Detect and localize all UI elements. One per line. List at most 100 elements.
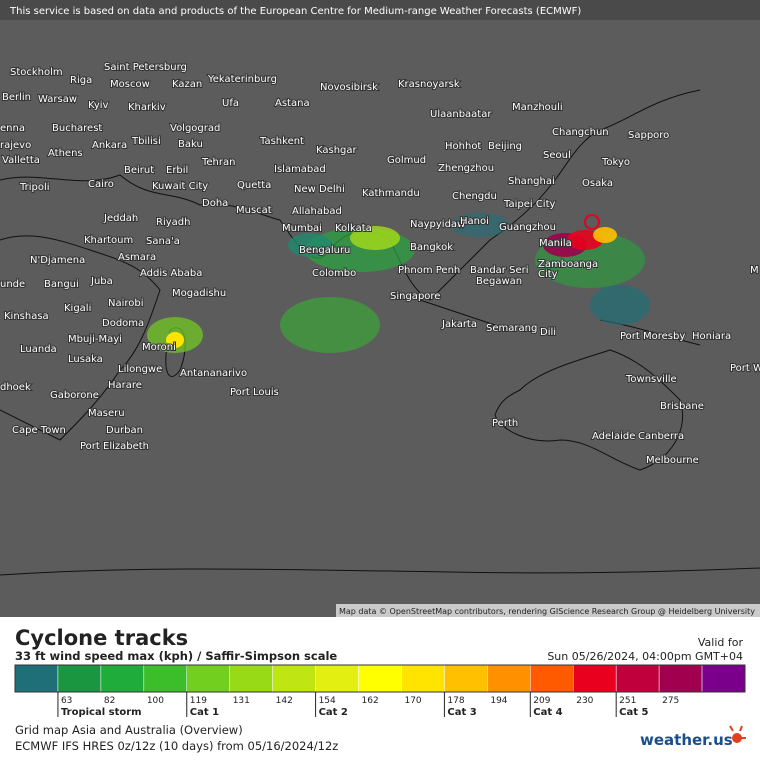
color-cell — [272, 664, 316, 693]
city-label: Kharkiv — [128, 102, 166, 113]
tick-label: 100 — [147, 696, 164, 706]
legend-title: Cyclone tracks — [15, 626, 188, 650]
city-label: Jakarta — [441, 319, 477, 330]
city-label: Allahabad — [292, 206, 342, 217]
city-label: Kashgar — [316, 145, 358, 156]
color-cell — [315, 664, 359, 693]
city-label: Naypyidaw — [410, 219, 465, 230]
city-label: Adelaide — [592, 431, 635, 442]
city-label: Honiara — [692, 331, 731, 342]
city-label: Volgograd — [170, 123, 220, 134]
color-cell — [530, 664, 574, 693]
city-label: Doha — [202, 198, 228, 209]
city-label: Stockholm — [10, 67, 63, 78]
color-cell — [229, 664, 273, 693]
city-label: Bangui — [44, 279, 79, 290]
category-label: Cat 1 — [190, 707, 219, 718]
color-cell — [658, 664, 703, 693]
city-label: Taipei City — [503, 199, 555, 210]
color-cell — [14, 664, 59, 693]
city-label: Beirut — [124, 165, 154, 176]
city-label: Ankara — [92, 140, 127, 151]
tick-label: 178 — [447, 696, 464, 706]
city-label: Perth — [492, 418, 518, 429]
colorbar: 63 82 100 119 131 142 154 162 170 178 194 209 230 251… — [14, 664, 746, 718]
color-cell — [615, 664, 660, 693]
color-cell — [57, 664, 102, 693]
city-label: Manila — [539, 238, 572, 249]
city-label: Changchun — [552, 127, 609, 138]
tick-label: 82 — [104, 696, 115, 706]
tick-label: 230 — [576, 696, 593, 706]
city-label: Luanda — [20, 344, 57, 355]
city-label: Dodoma — [102, 318, 144, 329]
tick-label: 131 — [233, 696, 250, 706]
city-label: Kigali — [64, 303, 91, 314]
city-label: Riyadh — [156, 217, 190, 228]
city-label: Shanghai — [508, 176, 555, 187]
city-label: Cairo — [88, 179, 114, 190]
city-label: Berlin — [2, 92, 31, 103]
tick-label: 170 — [404, 696, 421, 706]
city-label: Kyiv — [88, 100, 109, 111]
colorbar-frame — [14, 664, 746, 693]
city-label: Antananarivo — [180, 368, 247, 379]
city-label: N'Djamena — [30, 255, 85, 266]
banner-bg — [0, 0, 760, 20]
category-label: Cat 4 — [533, 707, 562, 718]
city-label: Hanoi — [460, 216, 489, 227]
city-label: Asmara — [118, 252, 156, 263]
city-label: Tokyo — [601, 157, 630, 168]
tick-label: 251 — [619, 696, 636, 706]
city-label: Tehran — [201, 157, 235, 168]
color-cell — [186, 664, 230, 693]
color-cell — [401, 664, 445, 693]
city-label: Bucharest — [52, 123, 102, 134]
city-label: Baku — [178, 139, 203, 150]
city-label: Kazan — [172, 79, 202, 90]
tick-label: 63 — [61, 696, 72, 706]
city-label: Lusaka — [68, 354, 103, 365]
city-label: Tripoli — [19, 182, 50, 193]
category-label: Cat 5 — [619, 707, 648, 718]
city-label: unde — [0, 279, 25, 290]
tick-label: 209 — [533, 696, 550, 706]
city-label: Jeddah — [103, 213, 138, 224]
city-label: Sapporo — [628, 130, 669, 141]
city-label: Harare — [108, 380, 142, 391]
city-label: Athens — [48, 148, 83, 159]
city-label: dhoek — [0, 382, 31, 393]
city-label: Sana'a — [146, 236, 180, 247]
city-label: Port Elizabeth — [80, 441, 149, 452]
color-cell — [487, 664, 531, 693]
city-label: Port Louis — [230, 387, 279, 398]
color-cell — [572, 664, 617, 693]
city-label: Hohhot — [445, 141, 481, 152]
city-label: Brisbane — [660, 401, 704, 412]
grid-name: Grid map Asia and Australia (Overview) — [15, 723, 243, 737]
attribution-bg — [336, 604, 760, 617]
city-label: Saint Petersburg — [104, 62, 187, 73]
city-label: Townsville — [625, 374, 677, 385]
brand-logo[interactable]: weather.us — [640, 731, 733, 749]
city-label: Tashkent — [259, 136, 304, 147]
city-label: Yekaterinburg — [207, 74, 277, 85]
tick-label: 194 — [490, 696, 507, 706]
city-label: Mbuji-Mayi — [68, 334, 122, 345]
model-info: ECMWF IFS HRES 0z/12z (10 days) from 05/… — [15, 739, 338, 753]
category-label: Cat 3 — [447, 707, 476, 718]
city-label: Warsaw — [38, 94, 77, 105]
city-label: Kuwait City — [152, 181, 208, 192]
city-label: M — [750, 265, 759, 276]
city-label: Islamabad — [274, 164, 326, 175]
city-label: Moscow — [110, 79, 150, 90]
city-label: Kathmandu — [362, 188, 420, 199]
city-label: Chengdu — [452, 191, 497, 202]
city-label: rajevo — [0, 140, 31, 151]
city-label: Valletta — [2, 155, 40, 166]
tick-label: 154 — [319, 696, 336, 706]
city-label: Phnom Penh — [398, 265, 460, 276]
city-labels: Stockholm Saint Petersburg Riga Moscow Kazan… — [0, 61, 760, 467]
city-label: Moroni — [142, 342, 176, 353]
city-label: Novosibirsk — [320, 82, 378, 93]
